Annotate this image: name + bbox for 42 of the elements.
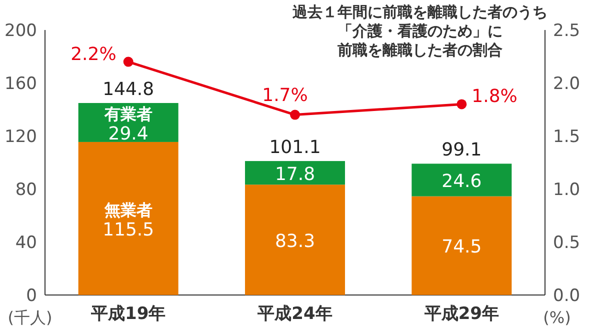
y-tick-label: 0: [26, 286, 37, 306]
data-label: 83.3: [274, 230, 316, 252]
total-label: 99.1: [442, 140, 482, 161]
data-label: 2.2%: [70, 44, 116, 65]
annotation: 前職を離職した者の割合: [336, 41, 502, 59]
y2-tick-label: 1.5: [553, 127, 580, 147]
bar: [245, 161, 345, 185]
text: 過去１年間に前職を離職した者のうち: [292, 3, 548, 21]
bar: [412, 164, 512, 196]
y2-tick-label: 0.0: [553, 286, 580, 306]
y2-tick-label: 1.0: [553, 180, 580, 200]
bar: [245, 184, 345, 295]
y2-tick-label: 0.5: [553, 233, 580, 253]
data-label: 29.4: [108, 123, 148, 144]
x-tick-label: 平成19年: [90, 304, 166, 324]
y2-tick-label: 2.0: [553, 74, 580, 94]
data-label: 115.5: [102, 219, 154, 240]
data-label: 1.8%: [472, 86, 518, 108]
series-label: 有業者: [103, 104, 152, 124]
x-tick-label: 平成24年: [256, 304, 332, 324]
y2-axis-title: (%): [543, 308, 571, 327]
series-label: 無業者: [103, 200, 152, 220]
data-label: 1.7%: [262, 84, 308, 106]
y-tick-label: 200: [4, 21, 37, 41]
y-tick-label: 120: [4, 127, 37, 147]
y-tick-label: 160: [4, 74, 37, 94]
y-tick-label: 40: [15, 233, 37, 253]
data-label: 74.5: [442, 236, 482, 258]
x-tick-label: 平成29年: [423, 304, 500, 324]
point: [123, 56, 134, 67]
total-label: 144.8: [102, 79, 154, 100]
bar: [412, 196, 512, 295]
bar: [78, 142, 178, 295]
point: [456, 99, 467, 110]
point: [290, 110, 300, 120]
data-label: 17.8: [274, 164, 316, 185]
y-axis-title: (千人): [8, 308, 52, 327]
annotation: 「介護・看護のため」に: [338, 22, 502, 40]
data-label: 24.6: [442, 170, 482, 192]
total-label: 101.1: [269, 137, 321, 158]
y-tick-label: 80: [15, 180, 37, 200]
y2-tick-label: 2.5: [553, 21, 580, 41]
